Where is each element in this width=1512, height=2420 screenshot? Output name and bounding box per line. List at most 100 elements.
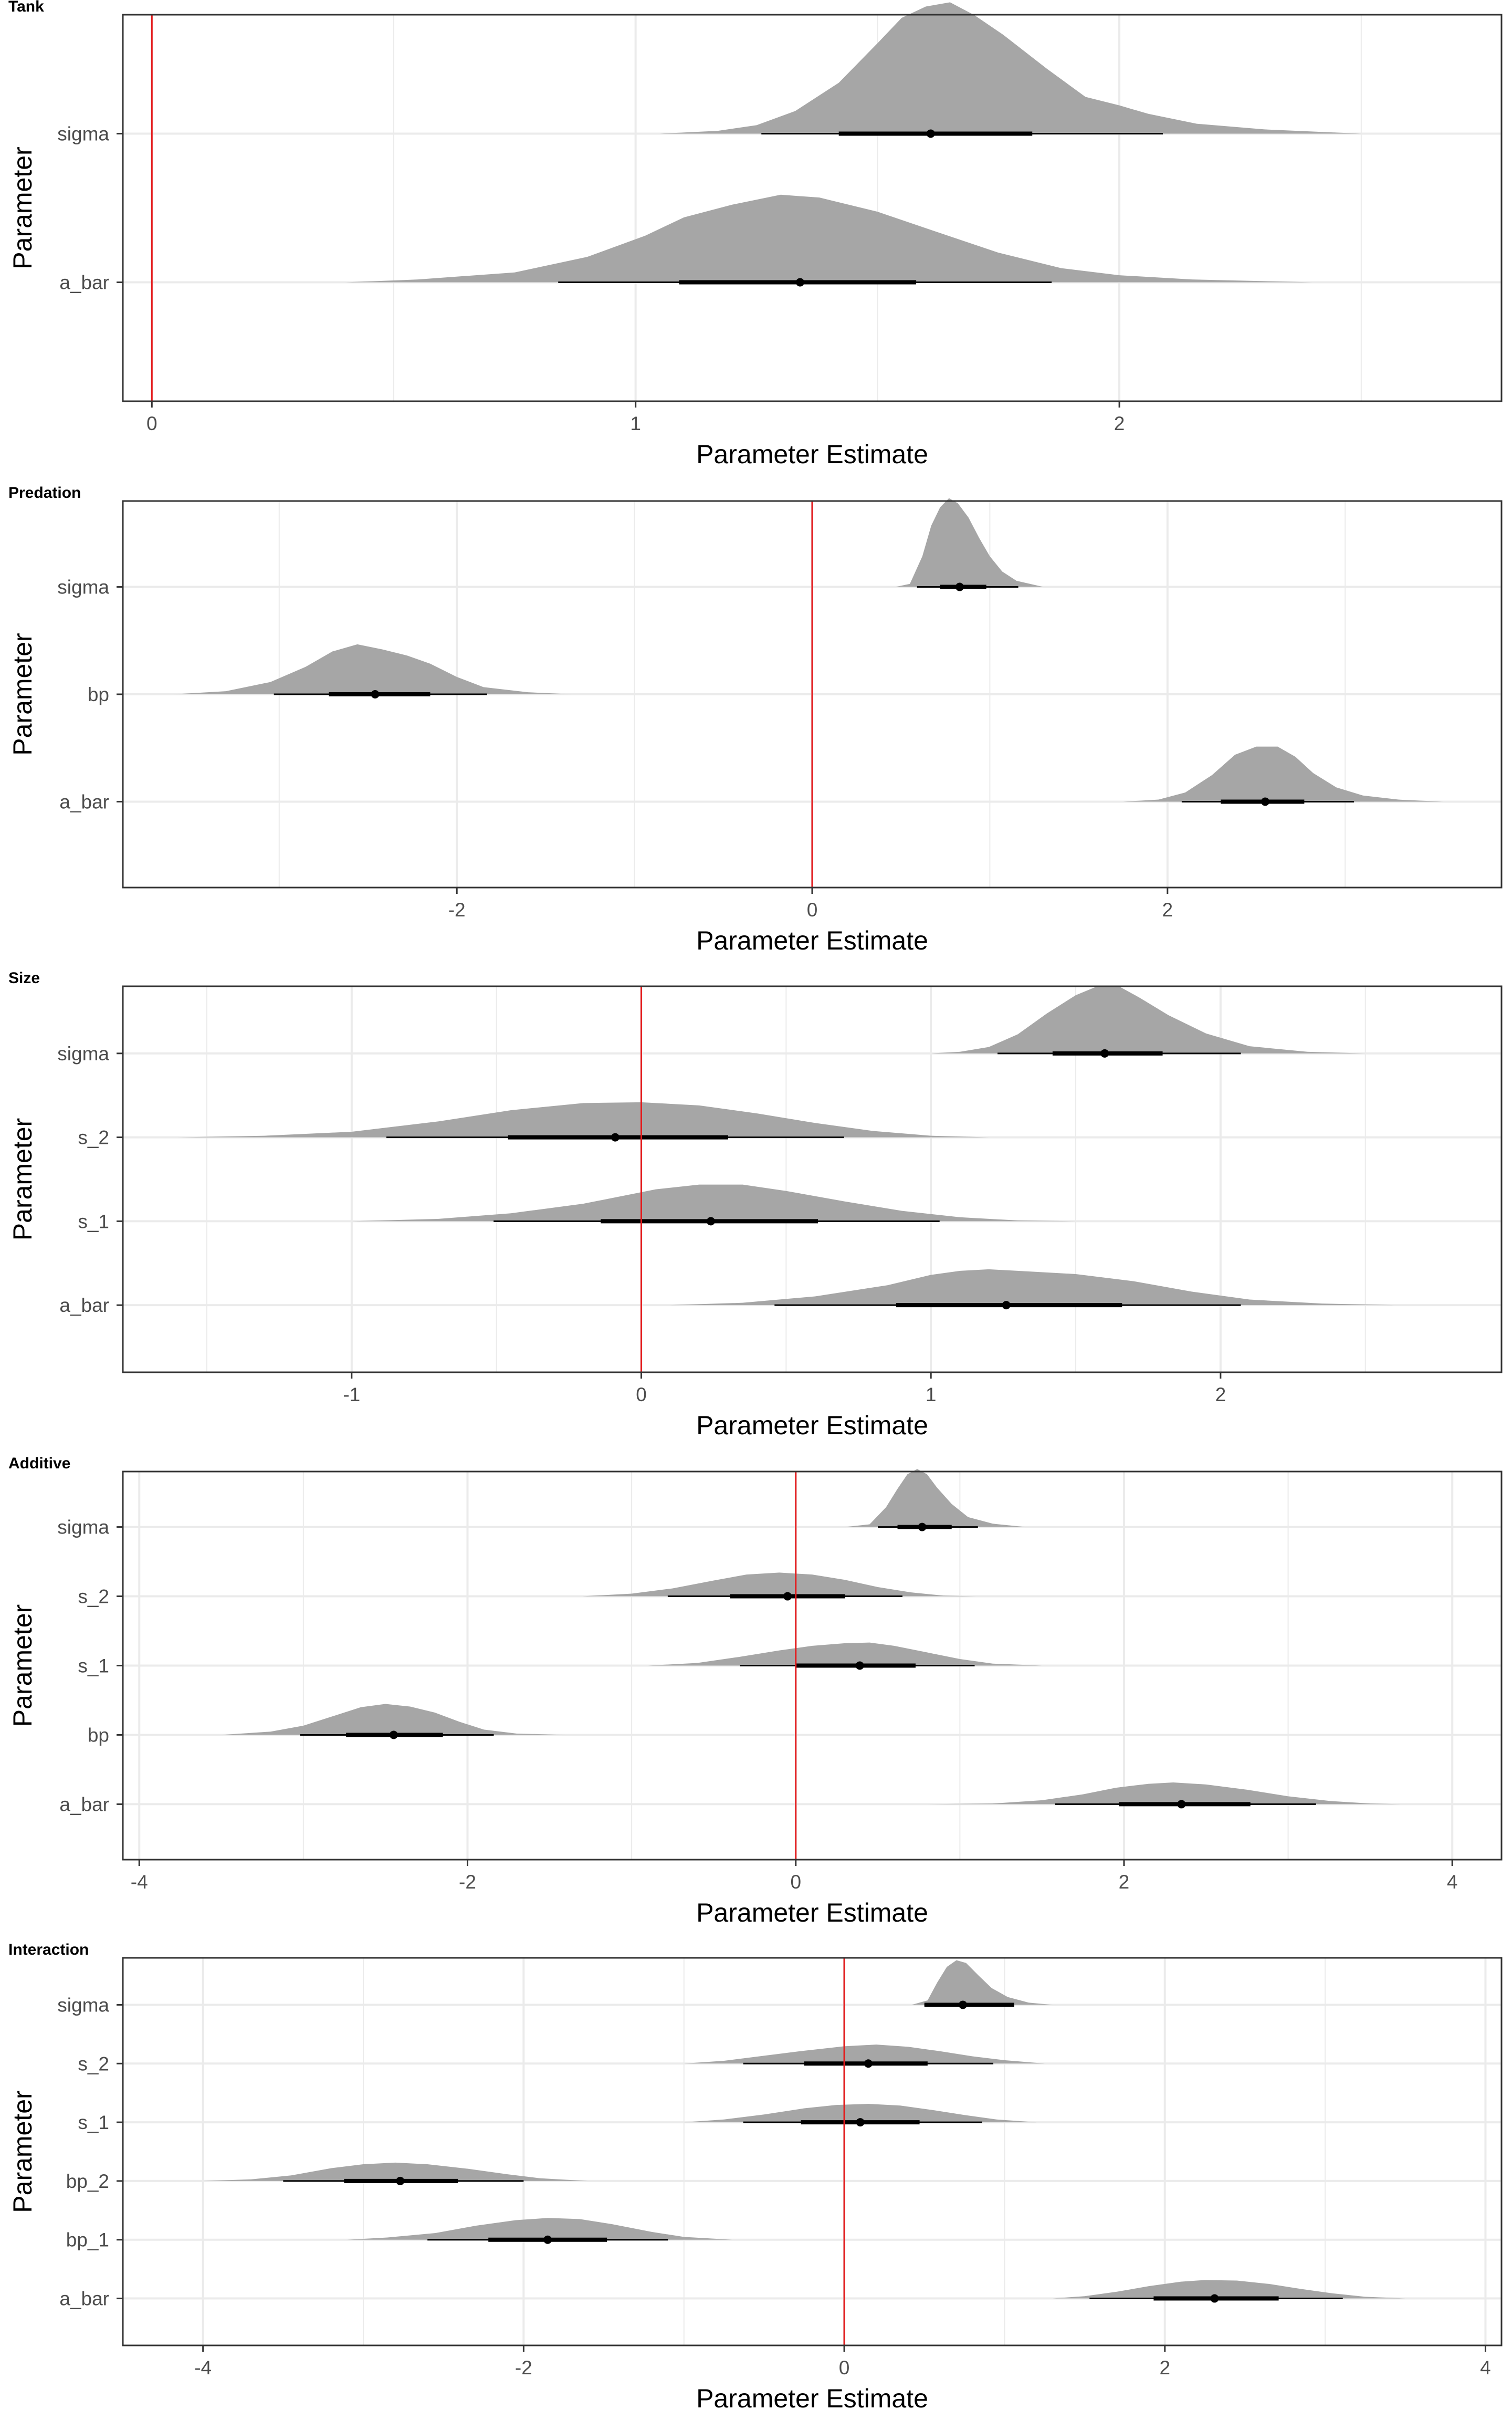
density-s_2: [684, 2045, 1045, 2064]
panel-title: Tank: [8, 0, 44, 15]
median-point-bp: [389, 1730, 398, 1739]
density-sigma: [911, 1960, 1053, 2005]
y-tick-label: bp: [88, 1724, 109, 1746]
panel-border: [122, 985, 1503, 1373]
x-axis-title: Parameter Estimate: [696, 926, 928, 955]
median-point-s_1: [855, 1661, 864, 1670]
median-point-bp: [371, 690, 380, 698]
panel-title: Interaction: [8, 1941, 89, 1958]
median-point-sigma: [926, 129, 935, 138]
x-tick-label: 0: [636, 1384, 647, 1405]
y-tick-label: bp_1: [66, 2229, 109, 2251]
density-sigma: [845, 1469, 1026, 1527]
panel-border: [122, 1957, 1503, 2346]
median-point-a_bar: [1261, 797, 1269, 806]
panel-predation: Predation sigma bp a_bar -2 0 2 Parameter Estim…: [8, 484, 1503, 955]
panel-border: [122, 1470, 1503, 1861]
x-axis-title: Parameter Estimate: [696, 1411, 928, 1440]
y-tick-label: bp: [88, 684, 109, 705]
density-s_1: [648, 1642, 1042, 1666]
median-point-bp_1: [543, 2235, 552, 2244]
x-tick-label: 2: [1215, 1384, 1226, 1405]
x-tick-label: -1: [343, 1384, 360, 1405]
x-axis-title: Parameter Estimate: [696, 1898, 928, 1927]
x-tick-label: 4: [1447, 1871, 1458, 1893]
x-axis-title: Parameter Estimate: [696, 2384, 928, 2413]
density-a_bar: [1123, 746, 1443, 802]
x-tick-label: 0: [146, 413, 158, 434]
x-axis-title: Parameter Estimate: [696, 440, 928, 469]
y-tick-label: s_2: [78, 1127, 109, 1149]
y-axis-title: Parameter: [8, 1118, 37, 1240]
panel-title: Size: [8, 969, 40, 987]
y-tick-label: sigma: [57, 123, 109, 144]
y-tick-label: a_bar: [59, 1793, 109, 1815]
x-tick-label: 1: [630, 413, 641, 434]
panel-additive: Additive sigma s_2 s_1bp a_bar -4 -2 0 2 4 Paramet…: [8, 1455, 1503, 1927]
y-tick-label: a_bar: [59, 2288, 109, 2310]
panel-title: Predation: [8, 484, 81, 502]
x-tick-label: 0: [790, 1871, 801, 1893]
x-tick-label: -2: [515, 2357, 532, 2379]
y-axis-title: Parameter: [8, 147, 37, 269]
panel-border: [122, 14, 1503, 402]
x-tick-label: 2: [1162, 899, 1173, 921]
density-bp_2: [203, 2162, 588, 2181]
density-s_2: [177, 1102, 989, 1138]
panel-size: Size sigma s_2 s_1 a_bar -1 0 1 2 Parameter Estim…: [8, 969, 1503, 1440]
median-point-s_2: [783, 1592, 792, 1601]
density-a_bar: [1053, 2280, 1405, 2299]
density-bp: [221, 1704, 566, 1735]
density-a_bar: [927, 1782, 1403, 1804]
y-tick-label: bp_2: [66, 2171, 109, 2192]
x-tick-label: 0: [807, 899, 818, 921]
median-point-a_bar: [1210, 2294, 1219, 2303]
median-point-a_bar: [1177, 1800, 1186, 1809]
y-tick-label: s_1: [78, 1211, 109, 1232]
y-tick-label: sigma: [57, 1994, 109, 2016]
density-sigma: [931, 985, 1366, 1053]
x-tick-label: -4: [131, 1871, 148, 1893]
median-point-sigma: [918, 1522, 927, 1531]
median-point-sigma: [1100, 1049, 1109, 1058]
median-point-bp_2: [396, 2176, 405, 2185]
y-tick-label: a_bar: [59, 791, 109, 812]
x-tick-label: 0: [839, 2357, 850, 2379]
y-tick-label: sigma: [57, 1043, 109, 1065]
y-tick-label: a_bar: [59, 1295, 109, 1316]
x-tick-label: 2: [1159, 2357, 1170, 2379]
median-point-s_1: [706, 1217, 715, 1226]
x-tick-label: -2: [459, 1871, 476, 1893]
y-tick-label: sigma: [57, 1517, 109, 1538]
median-point-a_bar: [795, 278, 804, 287]
x-tick-label: 1: [926, 1384, 937, 1405]
density-bp_1: [347, 2218, 732, 2240]
y-tick-label: s_2: [78, 1586, 109, 1608]
median-point-s_1: [856, 2118, 865, 2127]
y-axis-title: Parameter: [8, 1604, 37, 1727]
density-bp: [172, 644, 573, 694]
y-tick-label: s_1: [78, 1655, 109, 1677]
density-s_2: [582, 1572, 976, 1597]
x-tick-label: 2: [1119, 1871, 1130, 1893]
density-sigma: [659, 2, 1361, 134]
median-point-s_2: [864, 2059, 873, 2068]
y-tick-label: a_bar: [59, 272, 109, 294]
y-tick-label: sigma: [57, 577, 109, 598]
y-tick-label: s_1: [78, 2112, 109, 2133]
density-s_1: [684, 2104, 1037, 2123]
density-sigma: [896, 498, 1043, 587]
median-point-sigma: [959, 2000, 968, 2009]
y-axis-title: Parameter: [8, 2090, 37, 2213]
x-tick-label: 4: [1480, 2357, 1491, 2379]
x-tick-label: 2: [1114, 413, 1125, 434]
panel-interaction: Interaction sigma s_2 s_1 bp_2 bp_1 a_bar -4 -2 0…: [8, 1941, 1503, 2413]
x-tick-label: -4: [194, 2357, 212, 2379]
panel-tank: Tank sigma a_bar 0 1 2 Parameter Estimate Param…: [8, 0, 1503, 469]
y-axis-title: Parameter: [8, 633, 37, 755]
x-tick-label: -2: [448, 899, 466, 921]
median-point-s_2: [611, 1133, 620, 1142]
density-s_1: [351, 1184, 1076, 1222]
panel-title: Additive: [8, 1455, 70, 1472]
